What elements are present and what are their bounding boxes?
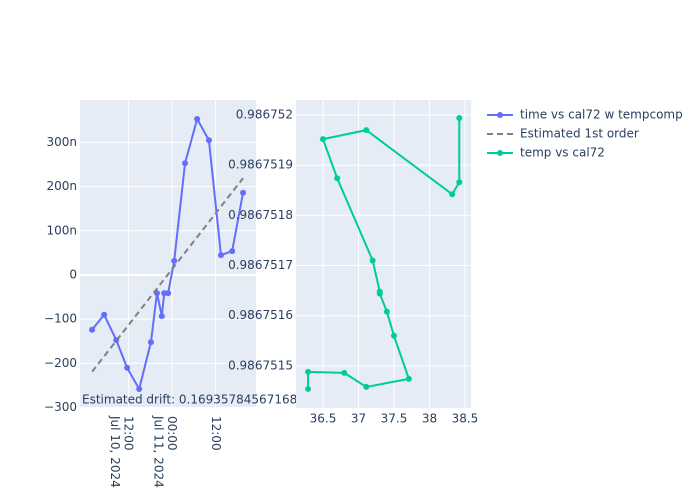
y-tick-label: −300 bbox=[44, 400, 77, 414]
marker bbox=[383, 308, 390, 315]
marker bbox=[456, 179, 463, 186]
marker bbox=[194, 116, 201, 123]
x-tick-label: 12:00 bbox=[209, 416, 223, 451]
y-tick-label: −200 bbox=[44, 356, 77, 370]
marker bbox=[124, 364, 131, 371]
y-tick-label: 200n bbox=[46, 179, 77, 193]
y-tick-label: 0.9867515 bbox=[228, 358, 293, 372]
marker bbox=[89, 326, 96, 333]
marker bbox=[341, 369, 348, 376]
legend-label: temp vs cal72 bbox=[520, 146, 605, 160]
marker bbox=[376, 288, 383, 295]
marker bbox=[205, 137, 212, 144]
legend-marker bbox=[497, 112, 503, 118]
marker bbox=[449, 191, 456, 198]
marker bbox=[363, 127, 370, 134]
marker bbox=[147, 339, 154, 346]
marker bbox=[158, 313, 165, 320]
marker bbox=[217, 252, 224, 259]
marker bbox=[240, 189, 247, 196]
y-tick-label: 0.986752 bbox=[236, 108, 293, 122]
y-tick-label: 0.9867519 bbox=[228, 158, 293, 172]
marker bbox=[334, 175, 341, 182]
marker bbox=[369, 257, 376, 264]
marker bbox=[136, 385, 143, 392]
marker bbox=[456, 115, 463, 122]
marker bbox=[229, 248, 236, 255]
y-tick-label: 100n bbox=[46, 223, 77, 237]
marker bbox=[405, 375, 412, 382]
x-tick-label: 12:00Jul 10, 2024 bbox=[108, 415, 136, 488]
marker bbox=[305, 385, 312, 392]
x-tick-label: 37.5 bbox=[381, 412, 408, 426]
x-tick-label: 00:00Jul 11, 2024 bbox=[152, 415, 180, 488]
y-tick-label: 0.9867518 bbox=[228, 208, 293, 222]
marker bbox=[319, 136, 326, 143]
y-tick-label: 0.9867517 bbox=[228, 258, 293, 272]
x-tick-label: 36.5 bbox=[310, 412, 337, 426]
y-tick-label: 300n bbox=[46, 135, 77, 149]
marker bbox=[363, 383, 370, 390]
x-tick-label: 37 bbox=[351, 412, 366, 426]
y-tick-label: −100 bbox=[44, 312, 77, 326]
annotation: Estimated drift: 0.1693578456716834 ppb/… bbox=[82, 393, 365, 407]
marker bbox=[390, 332, 397, 339]
legend-marker bbox=[497, 150, 503, 156]
marker bbox=[165, 290, 172, 297]
x-tick-label: 38 bbox=[422, 412, 437, 426]
series-line bbox=[91, 177, 244, 373]
plot-background bbox=[296, 100, 471, 408]
marker bbox=[101, 311, 108, 318]
marker bbox=[171, 257, 178, 264]
marker bbox=[305, 368, 312, 375]
legend-label: Estimated 1st order bbox=[520, 127, 639, 141]
y-tick-label: 0 bbox=[69, 267, 77, 281]
marker bbox=[182, 160, 189, 167]
y-tick-label: 0.9867516 bbox=[228, 308, 293, 322]
x-tick-label: 38.5 bbox=[452, 412, 479, 426]
legend-label: time vs cal72 w tempcomp bbox=[520, 108, 683, 122]
